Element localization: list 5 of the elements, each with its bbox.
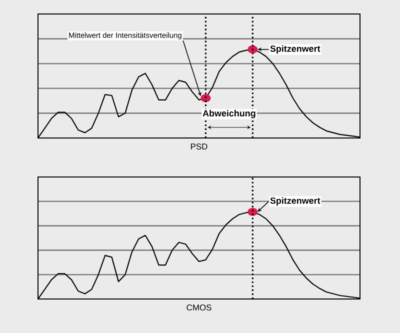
x-axis-title: CMOS: [186, 304, 212, 311]
annotation: Spitzenwert: [270, 45, 320, 54]
x-axis-title: PSD: [190, 144, 208, 150]
text: Spitzenwert: [270, 197, 320, 206]
annotation: Abweichung: [202, 110, 256, 118]
